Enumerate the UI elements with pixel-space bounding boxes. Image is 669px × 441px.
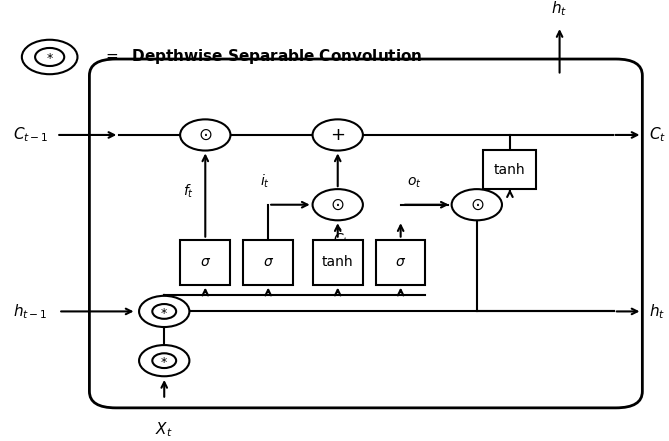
FancyBboxPatch shape <box>181 239 230 285</box>
Text: $o_t$: $o_t$ <box>407 176 421 191</box>
Text: $f_t$: $f_t$ <box>183 182 194 200</box>
Text: $\sigma$: $\sigma$ <box>200 255 211 269</box>
Text: $i_t$: $i_t$ <box>260 173 270 191</box>
Text: $\odot$: $\odot$ <box>198 126 213 144</box>
Text: $\hat{C}_t$: $\hat{C}_t$ <box>333 227 349 248</box>
Circle shape <box>452 189 502 220</box>
Circle shape <box>153 353 176 368</box>
Circle shape <box>139 296 189 327</box>
FancyBboxPatch shape <box>90 59 642 408</box>
Circle shape <box>35 48 64 66</box>
Circle shape <box>22 40 78 74</box>
Circle shape <box>153 304 176 319</box>
Text: $h_t$: $h_t$ <box>649 302 665 321</box>
FancyBboxPatch shape <box>484 150 537 189</box>
Text: $C_t$: $C_t$ <box>649 126 666 144</box>
Text: $*$: $*$ <box>45 50 54 64</box>
Circle shape <box>312 120 363 150</box>
FancyBboxPatch shape <box>244 239 293 285</box>
Text: $+$: $+$ <box>330 126 345 144</box>
Text: $X_t$: $X_t$ <box>155 420 173 439</box>
Text: $\sigma$: $\sigma$ <box>395 255 406 269</box>
Text: tanh: tanh <box>494 163 526 177</box>
Text: $\odot$: $\odot$ <box>470 196 484 214</box>
Text: $*$: $*$ <box>161 354 168 367</box>
Text: $*$: $*$ <box>161 305 168 318</box>
Circle shape <box>312 189 363 220</box>
Text: tanh: tanh <box>322 255 353 269</box>
Text: $=$  $\mathbf{Depthwise\ Separable\ Convolution}$: $=$ $\mathbf{Depthwise\ Separable\ Convo… <box>102 48 422 67</box>
Text: $\odot$: $\odot$ <box>330 196 345 214</box>
Text: $C_{t-1}$: $C_{t-1}$ <box>13 126 49 144</box>
Text: $h_{t-1}$: $h_{t-1}$ <box>13 302 48 321</box>
FancyBboxPatch shape <box>313 239 363 285</box>
Text: $h_t$: $h_t$ <box>551 0 568 18</box>
Circle shape <box>139 345 189 376</box>
Circle shape <box>180 120 230 150</box>
Text: $\sigma$: $\sigma$ <box>263 255 274 269</box>
FancyBboxPatch shape <box>376 239 425 285</box>
